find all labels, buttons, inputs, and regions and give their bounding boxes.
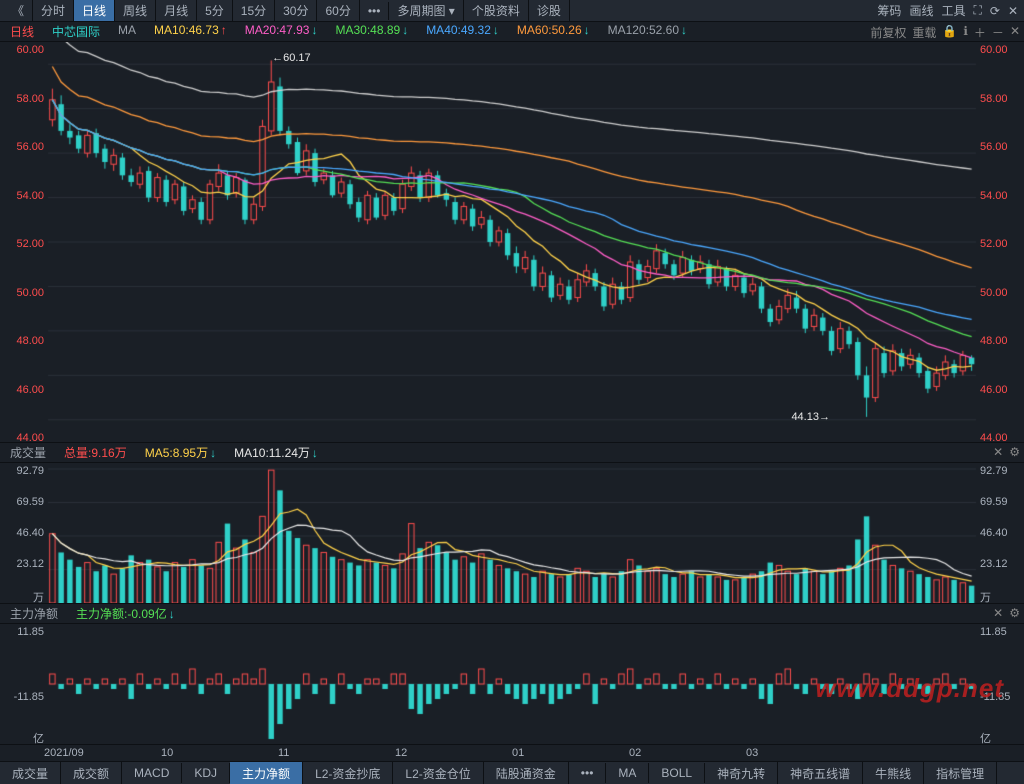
period-tab[interactable]: 30分 — [275, 0, 317, 21]
period-tab[interactable]: 5分 — [197, 0, 233, 21]
period-tab[interactable]: 多周期图 ▾ — [389, 0, 463, 21]
indicator-value: MA30:48.89 — [331, 22, 412, 41]
toolbar-icon[interactable]: 画线 — [909, 2, 933, 19]
indicator-value: MA10:46.73 — [150, 22, 231, 41]
low-annotation: 44.13→ — [791, 411, 830, 423]
indicator-value: MA60:50.26 — [513, 22, 594, 41]
indicator-value: MA5:8.95万 — [141, 443, 220, 462]
period-toolbar: 《分时日线周线月线5分15分30分60分•••多周期图 ▾个股资料诊股 筹码画线… — [0, 0, 1024, 22]
indicator-tab[interactable]: 成交额 — [61, 762, 122, 784]
period-tab[interactable]: 月线 — [156, 0, 197, 21]
indicator-tab[interactable]: 神奇五线谱 — [778, 762, 863, 784]
ma-indicator-strip: 日线中芯国际 MA MA10:46.73 MA20:47.93 MA30:48.89 MA… — [0, 22, 1024, 42]
period-tab[interactable]: 日线 — [74, 0, 115, 21]
period-tab[interactable]: 15分 — [233, 0, 275, 21]
toolbar-icon[interactable]: ✕ — [1008, 4, 1018, 18]
app-root: 《分时日线周线月线5分15分30分60分•••多周期图 ▾个股资料诊股 筹码画线… — [0, 0, 1024, 784]
strip-icon[interactable]: 前复权 — [870, 24, 906, 41]
period-tab[interactable]: 周线 — [115, 0, 156, 21]
indicator-tab[interactable]: MACD — [122, 763, 182, 783]
period-tab[interactable]: 《 — [4, 0, 33, 21]
indicator-tab[interactable]: 主力净额 — [230, 762, 303, 784]
volume-canvas — [0, 463, 1024, 603]
indicator-value: MA — [114, 22, 140, 41]
settings-icon[interactable]: ⚙ — [1009, 606, 1020, 620]
indicator-value: 日线 — [6, 22, 38, 41]
period-tab[interactable]: 诊股 — [529, 0, 570, 21]
toolbar-icon[interactable]: 工具 — [941, 2, 965, 19]
indicator-tab[interactable]: 陆股通资金 — [484, 762, 569, 784]
indicator-value: MA40:49.32 — [422, 22, 503, 41]
time-axis: 2021/09101112010203 — [0, 745, 1024, 762]
flow-indicator-strip: 主力净额主力净额:-0.09亿 ✕ ⚙ — [0, 604, 1024, 624]
indicator-tabs: 成交量成交额MACDKDJ主力净额L2-资金抄底L2-资金仓位陆股通资金•••M… — [0, 762, 1024, 784]
toolbar-icon[interactable]: ⛶ — [973, 3, 981, 18]
indicator-tab[interactable]: 指标管理 — [924, 762, 997, 784]
volume-indicator-strip: 成交量总量:9.16万 MA5:8.95万 MA10:11.24万 ✕ ⚙ — [0, 443, 1024, 463]
indicator-value: 主力净额:-0.09亿 — [72, 604, 179, 623]
indicator-tab[interactable]: KDJ — [182, 763, 230, 783]
toolbar-icon[interactable]: 筹码 — [877, 2, 901, 19]
toolbar-icon[interactable]: ⟳ — [990, 4, 1000, 18]
watermark: www.ddgp.net — [815, 673, 1004, 704]
indicator-tab[interactable]: 牛熊线 — [863, 762, 924, 784]
strip-icon[interactable]: － — [992, 24, 1004, 41]
strip-icon[interactable]: ✕ — [1010, 24, 1020, 41]
price-chart-panel[interactable]: 60.0058.0056.0054.0052.0050.0048.0046.00… — [0, 42, 1024, 443]
indicator-tab[interactable]: 神奇九转 — [705, 762, 778, 784]
indicator-value: 成交量 — [6, 443, 50, 462]
strip-icon[interactable]: 重载 — [912, 24, 936, 41]
indicator-value: MA10:11.24万 — [230, 443, 322, 462]
indicator-value: 中芯国际 — [48, 22, 104, 41]
capital-flow-panel[interactable]: 11.85-11.85亿 11.85-11.85亿 www.ddgp.net — [0, 624, 1024, 745]
settings-icon[interactable]: ⚙ — [1009, 445, 1020, 459]
indicator-tab[interactable]: ••• — [569, 763, 607, 783]
high-annotation: ←60.17 — [272, 52, 311, 64]
indicator-value: MA20:47.93 — [241, 22, 322, 41]
volume-chart-panel[interactable]: 92.7969.5946.4023.12万 92.7969.5946.4023.… — [0, 463, 1024, 604]
indicator-value: 总量:9.16万 — [60, 443, 131, 462]
indicator-tab[interactable]: MA — [606, 763, 649, 783]
indicator-tab[interactable]: 成交量 — [0, 762, 61, 784]
period-tab[interactable]: ••• — [360, 2, 390, 20]
indicator-value: MA120:52.60 — [604, 22, 691, 41]
indicator-tab[interactable]: BOLL — [649, 763, 705, 783]
indicator-tab[interactable]: L2-资金仓位 — [393, 762, 483, 784]
close-icon[interactable]: ✕ — [993, 445, 1003, 459]
period-tab[interactable]: 分时 — [33, 0, 74, 21]
period-tab[interactable]: 60分 — [317, 0, 359, 21]
candlestick-canvas — [0, 42, 1024, 442]
close-icon[interactable]: ✕ — [993, 606, 1003, 620]
period-tab[interactable]: 个股资料 — [464, 0, 529, 21]
strip-icon[interactable]: 🔒 — [942, 24, 957, 41]
strip-icon[interactable]: ℹ — [963, 24, 968, 41]
indicator-value: 主力净额 — [6, 604, 62, 623]
indicator-tab[interactable]: L2-资金抄底 — [303, 762, 393, 784]
strip-icon[interactable]: ＋ — [974, 24, 986, 41]
